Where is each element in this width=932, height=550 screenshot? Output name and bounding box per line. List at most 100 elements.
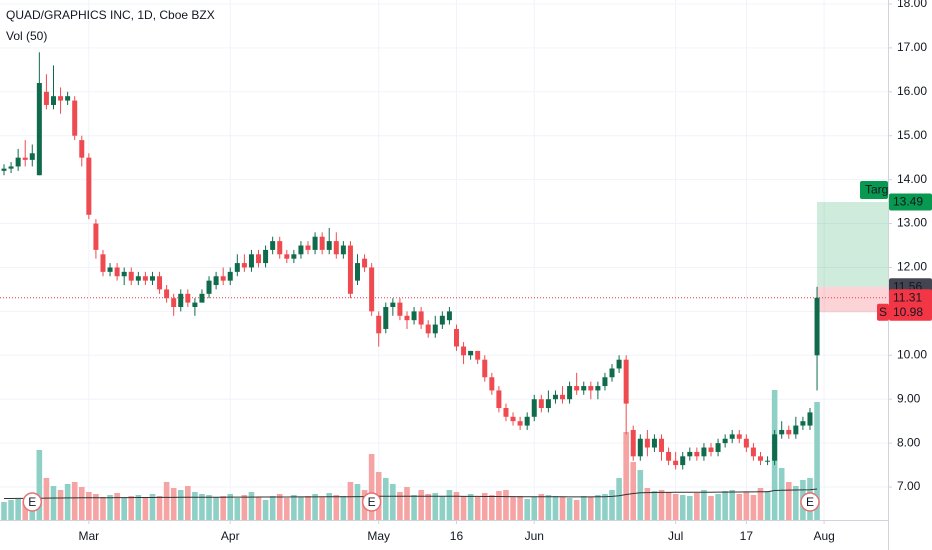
volume-bar — [333, 495, 340, 520]
candle-body — [659, 438, 665, 452]
volume-bar — [149, 494, 156, 520]
candle-body — [157, 276, 163, 290]
candle-body — [220, 276, 226, 281]
candle-body — [227, 271, 233, 281]
volume-bar — [750, 495, 757, 520]
volume-bar — [460, 496, 467, 520]
candle-body — [708, 447, 714, 452]
target-zone — [817, 202, 888, 287]
volume-bar — [57, 490, 64, 520]
event-label: E — [368, 495, 376, 509]
candle-body — [298, 245, 304, 255]
x-tick-label: Apr — [221, 529, 240, 543]
candle-body — [666, 451, 672, 461]
volume-bar — [390, 484, 396, 520]
candle-body — [567, 386, 573, 400]
candle-body — [432, 324, 438, 334]
volume-bar — [241, 495, 248, 520]
candle-body — [552, 394, 558, 400]
volume-bar — [588, 497, 594, 520]
candle-body — [326, 241, 332, 250]
candle-body — [178, 293, 184, 307]
volume-bar — [573, 500, 580, 520]
target-badge — [889, 193, 932, 211]
candle-body — [291, 254, 297, 259]
volume-bar — [206, 495, 212, 520]
candle-body — [482, 359, 488, 378]
candle-body — [22, 157, 28, 160]
candle-body — [800, 421, 806, 426]
volume-bar — [347, 482, 354, 520]
y-tick-label: 16.00 — [897, 84, 927, 98]
candle-body — [517, 421, 523, 426]
candle-body — [630, 429, 636, 457]
x-tick-label: 16 — [450, 529, 464, 543]
stop-zone — [817, 286, 888, 313]
candle-body — [93, 223, 99, 250]
chart-title: QUAD/GRAPHICS INC, 1D, Cboe BZX — [6, 8, 215, 22]
candle-body — [284, 254, 290, 259]
candle-body — [545, 399, 551, 409]
volume-bar — [679, 495, 686, 520]
candle-body — [772, 434, 778, 461]
volume-bar — [340, 496, 347, 520]
volume-bar — [722, 491, 728, 520]
candle-body — [510, 416, 516, 422]
event-marker[interactable] — [800, 492, 820, 512]
volume-bar — [510, 497, 516, 520]
volume-title: Vol (50) — [6, 29, 47, 43]
volume-bar — [121, 498, 127, 520]
stop-label: 10.98 — [893, 305, 923, 319]
y-tick-label: 9.00 — [897, 391, 921, 405]
candle-body — [86, 157, 92, 215]
volume-bar — [446, 490, 453, 520]
candle-body — [588, 386, 594, 391]
candle-body — [757, 456, 763, 461]
volume-bar — [715, 494, 721, 520]
volume-bar — [637, 470, 644, 520]
candle-body — [496, 390, 502, 409]
candle-body — [531, 399, 537, 417]
event-marker[interactable] — [361, 492, 382, 512]
volume-bar — [658, 490, 665, 520]
y-tick-label: 13.00 — [897, 216, 927, 230]
volume-bar — [785, 482, 792, 520]
candle-body — [340, 245, 346, 255]
volume-bar — [743, 492, 750, 520]
candle-body — [475, 350, 481, 360]
volume-bar — [368, 454, 375, 520]
volume-bar — [269, 496, 276, 520]
volume-bar — [694, 493, 700, 520]
volume-bar — [793, 486, 799, 520]
candle-body — [128, 271, 134, 281]
y-tick-label: 8.00 — [897, 435, 921, 449]
y-tick-label: 12.00 — [897, 260, 927, 274]
candle-body — [121, 271, 127, 277]
volume-bar — [276, 494, 283, 520]
volume-bar — [234, 498, 241, 520]
volume-bar — [524, 499, 530, 520]
candle-body — [270, 241, 276, 250]
candle-body — [397, 302, 403, 316]
candle-body — [602, 377, 608, 387]
candle-body — [425, 324, 431, 334]
candle-body — [114, 267, 120, 277]
volume-bar — [757, 488, 764, 520]
candle-body — [142, 276, 148, 281]
target-label: 13.49 — [893, 195, 923, 209]
event-marker[interactable] — [22, 492, 43, 512]
volume-bar — [262, 500, 269, 520]
candle-body — [609, 368, 615, 378]
volume-bar — [382, 478, 389, 520]
stop-tag — [877, 303, 889, 321]
volume-bar — [100, 497, 106, 520]
volume-bar — [672, 494, 679, 520]
candle-body — [673, 460, 679, 466]
volume-bar — [439, 496, 446, 520]
candle-body — [65, 96, 71, 101]
volume-bar — [107, 495, 113, 520]
candle-body — [192, 302, 198, 307]
y-tick-label: 18.00 — [897, 0, 927, 10]
